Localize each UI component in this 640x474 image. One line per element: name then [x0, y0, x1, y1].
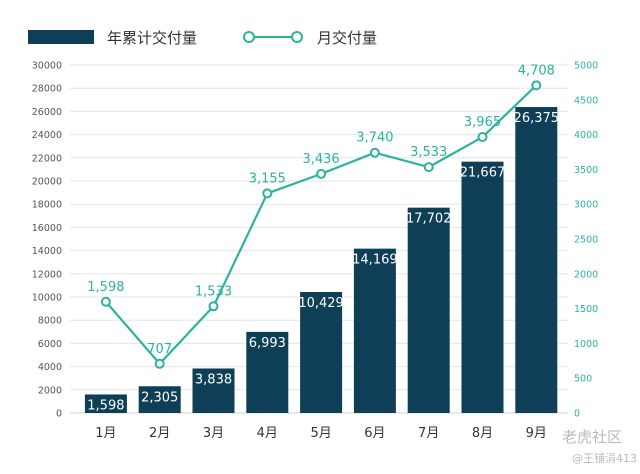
x-tick-label: 2月	[149, 426, 170, 441]
watermark-author: @王铺涓413	[572, 452, 637, 465]
y-left-tick-label: 14000	[32, 246, 62, 257]
y-left-tick-label: 28000	[32, 84, 62, 95]
line-series	[100, 80, 542, 369]
line-point	[154, 358, 165, 369]
y-left-tick-label: 30000	[32, 61, 62, 72]
bar-data-label: 14,169	[352, 253, 398, 268]
x-tick-label: 8月	[472, 426, 493, 441]
y-left-tick-label: 6000	[38, 339, 62, 350]
line-point	[369, 147, 380, 158]
y-right-tick-label: 3000	[574, 200, 598, 211]
y-right-tick-label: 0	[574, 409, 580, 420]
y-right-tick-label: 4000	[574, 130, 598, 141]
line-data-label: 3,436	[302, 152, 339, 167]
y-right-tick-label: 5000	[574, 61, 598, 72]
x-tick-label: 9月	[526, 426, 547, 441]
y-right-tick-label: 1000	[574, 339, 598, 350]
watermark-site: 老虎社区	[562, 428, 622, 446]
bar	[246, 331, 289, 413]
bar-data-label: 10,429	[298, 296, 344, 311]
bar-data-label: 1,598	[87, 398, 124, 413]
x-tick-label: 4月	[257, 426, 278, 441]
line-data-label: 3,965	[464, 115, 501, 130]
left-axis: 0 2000 4000 6000 8000 10000 12000 14000 16000 180…	[32, 61, 62, 420]
legend-bar-swatch	[28, 30, 94, 44]
bar	[461, 161, 504, 413]
y-left-tick-label: 4000	[38, 362, 62, 373]
bar	[300, 292, 343, 413]
x-tick-label: 3月	[203, 426, 224, 441]
bar	[138, 386, 181, 413]
legend: 年累计交付量 月交付量	[28, 29, 377, 47]
legend-bar-label: 年累计交付量	[107, 29, 197, 47]
x-tick-label: 1月	[95, 426, 116, 441]
bar-data-label: 21,667	[460, 166, 506, 181]
line-point	[423, 162, 434, 173]
y-left-tick-label: 26000	[32, 107, 62, 118]
bar-labels: 1,598 2,305 3,838 6,993 10,429 14,169 17,702 21…	[87, 111, 559, 413]
x-axis: 1月 2月 3月 4月 5月 6月 7月 8月 9月	[95, 426, 547, 441]
y-right-tick-label: 4500	[574, 95, 598, 106]
y-left-tick-label: 18000	[32, 200, 62, 211]
y-right-tick-label: 3500	[574, 165, 598, 176]
bar	[407, 207, 450, 413]
line-point	[477, 132, 488, 143]
line-point	[531, 80, 542, 91]
y-left-tick-label: 10000	[32, 293, 62, 304]
bar-data-label: 3,838	[195, 372, 232, 387]
y-left-tick-label: 0	[56, 409, 62, 420]
line-data-label: 3,533	[410, 145, 447, 160]
bar	[192, 368, 235, 413]
line-data-label: 1,533	[195, 284, 232, 299]
y-left-tick-label: 8000	[38, 316, 62, 327]
y-right-tick-label: 1500	[574, 304, 598, 315]
line-data-label: 1,598	[87, 280, 124, 295]
y-right-tick-label: 2500	[574, 235, 598, 246]
bar-data-label: 17,702	[406, 212, 452, 227]
line-point	[100, 296, 111, 307]
x-tick-label: 6月	[364, 426, 385, 441]
line-data-label: 3,155	[249, 171, 286, 186]
y-left-tick-label: 12000	[32, 269, 62, 280]
right-axis: 0 500 1000 1500 2000 2500 3000 3500 4000 4500 5000	[574, 61, 598, 420]
y-left-tick-label: 2000	[38, 385, 62, 396]
y-right-tick-label: 2000	[574, 269, 598, 280]
bar-data-label: 6,993	[249, 336, 286, 351]
y-left-tick-label: 24000	[32, 130, 62, 141]
line-labels: 1,598 707 1,533 3,155 3,436 3,740 3,533 3,965 4,…	[87, 63, 555, 356]
y-left-tick-label: 16000	[32, 223, 62, 234]
bar-data-label: 26,375	[514, 111, 560, 126]
bar	[84, 394, 127, 413]
x-tick-label: 7月	[418, 426, 439, 441]
y-left-tick-label: 20000	[32, 177, 62, 188]
legend-line-label: 月交付量	[317, 29, 377, 47]
bar-data-label: 2,305	[141, 390, 178, 405]
x-tick-label: 5月	[310, 426, 331, 441]
line-data-label: 4,708	[518, 63, 555, 78]
legend-line-marker-right	[291, 31, 303, 43]
line-data-label: 3,740	[356, 131, 393, 146]
bar	[353, 248, 396, 413]
line-point	[316, 168, 327, 179]
line-point	[208, 301, 219, 312]
bar-series	[84, 107, 558, 414]
y-left-tick-label: 22000	[32, 153, 62, 164]
bar	[515, 107, 558, 414]
watermark: 老虎社区 @王铺涓413	[562, 428, 637, 465]
y-right-tick-label: 500	[574, 374, 592, 385]
line-point	[262, 188, 273, 199]
legend-line-marker-left	[243, 31, 255, 43]
line-data-label: 707	[147, 342, 172, 357]
